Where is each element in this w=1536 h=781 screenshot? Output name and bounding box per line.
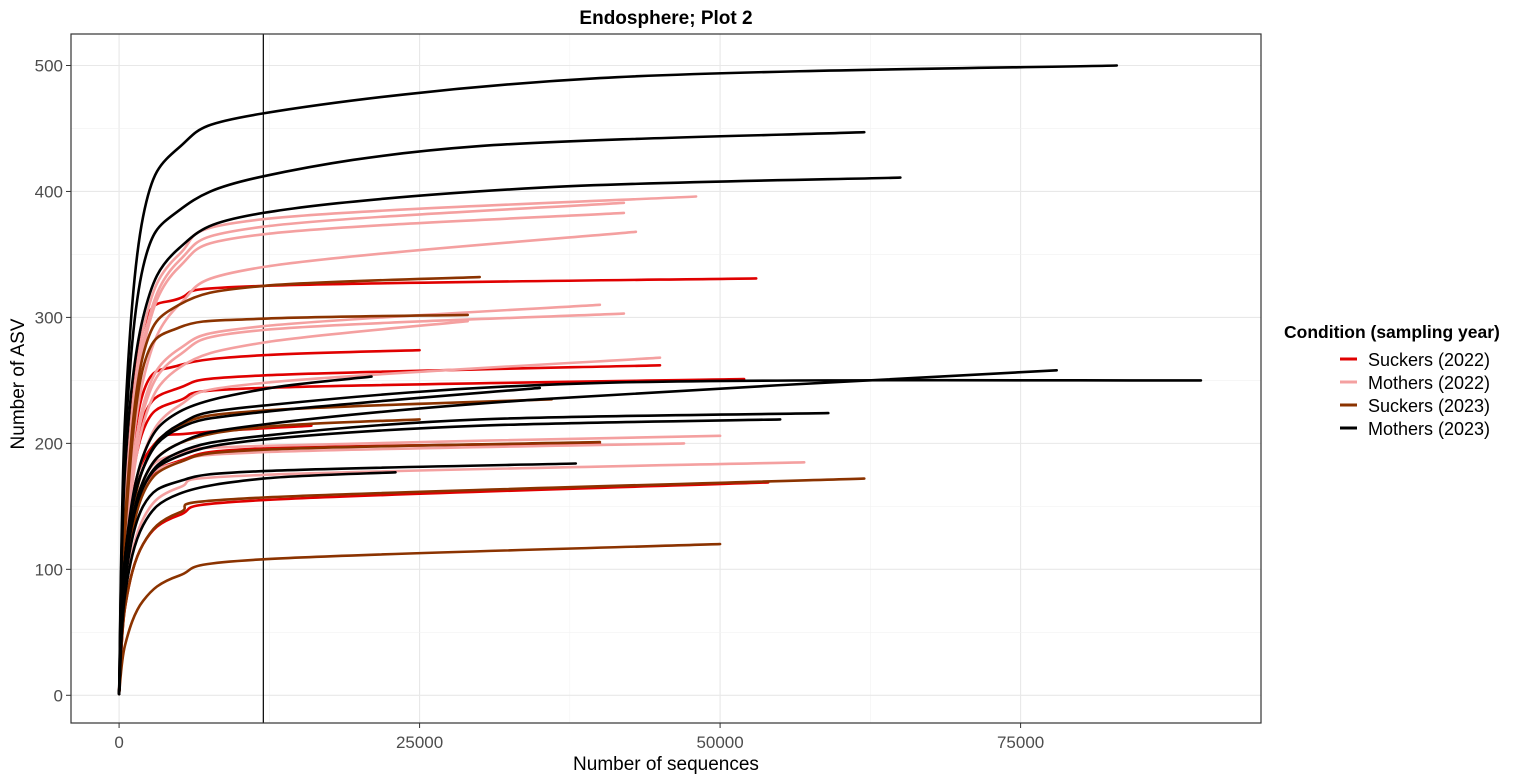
y-tick-label: 500 xyxy=(35,56,63,75)
chart-title: Endosphere; Plot 2 xyxy=(579,8,752,29)
rarefaction-curve xyxy=(117,542,722,696)
rarefaction-curve xyxy=(117,418,782,696)
x-tick-label: 0 xyxy=(114,733,123,752)
x-axis-title: Number of sequences xyxy=(573,754,759,775)
x-axis-ticks: 0 25000 50000 75000 xyxy=(114,723,1044,752)
panel-frame xyxy=(70,33,1262,724)
rarefaction-curve xyxy=(117,477,866,696)
y-tick-label: 100 xyxy=(35,560,63,579)
legend-label: Suckers (2023) xyxy=(1368,396,1490,416)
y-tick-label: 200 xyxy=(35,434,63,453)
rarefaction-curve xyxy=(117,64,1119,696)
y-axis-ticks: 0 100 200 300 400 500 xyxy=(35,56,71,705)
x-tick-label: 75000 xyxy=(997,733,1044,752)
legend-title: Condition (sampling year) xyxy=(1284,322,1500,342)
y-tick-label: 400 xyxy=(35,182,63,201)
y-tick-label: 0 xyxy=(54,686,63,705)
legend: Condition (sampling year) Suckers (2022)… xyxy=(1284,322,1500,439)
legend-label: Mothers (2022) xyxy=(1368,373,1490,393)
rarefaction-curve xyxy=(117,462,578,696)
rarefaction-curve xyxy=(117,471,397,696)
series-layer xyxy=(117,64,1203,696)
rarefaction-curve xyxy=(117,130,866,696)
x-tick-label: 50000 xyxy=(696,733,743,752)
y-tick-label: 300 xyxy=(35,308,63,327)
y-axis-title: Number of ASV xyxy=(8,318,29,449)
legend-label: Suckers (2022) xyxy=(1368,350,1490,370)
panel-border xyxy=(70,33,1262,724)
legend-label: Mothers (2023) xyxy=(1368,419,1490,439)
grid-lines xyxy=(71,34,1261,723)
x-tick-label: 25000 xyxy=(396,733,443,752)
rarefaction-curve xyxy=(117,176,902,696)
